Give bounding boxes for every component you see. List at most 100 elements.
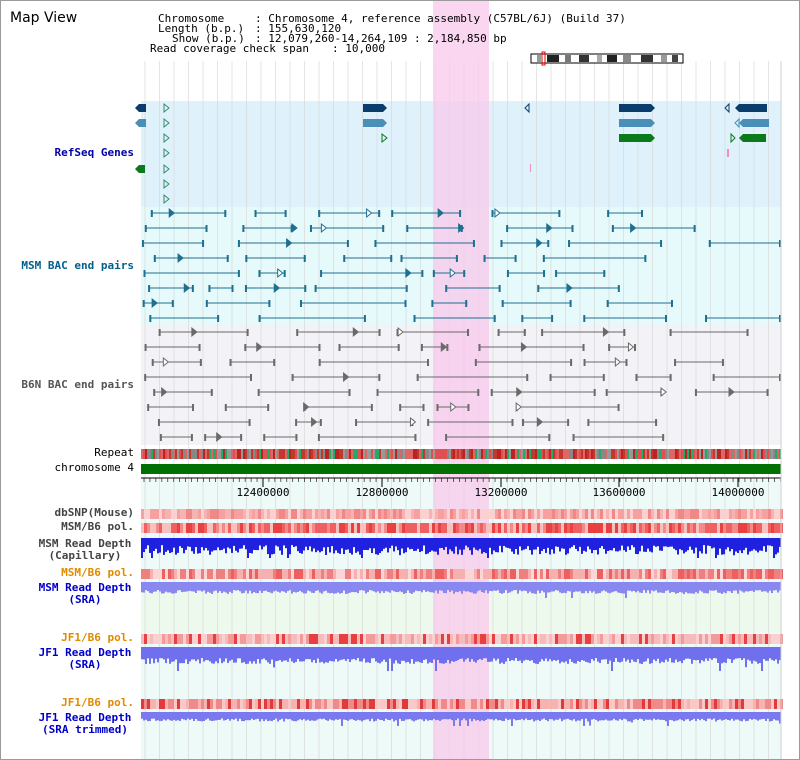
stripe-cell <box>501 634 504 644</box>
stripe-cell <box>378 523 381 533</box>
stripe-cell <box>609 523 612 533</box>
depth-bar <box>173 647 175 662</box>
depth-bar <box>285 712 287 719</box>
bac-end-mark <box>391 210 394 217</box>
track-label-jf1-depth-trimmed[interactable]: JF1 Read Depth (SRA trimmed) <box>31 712 139 736</box>
track-label-line: (Capillary) <box>48 549 122 562</box>
depth-bar <box>169 582 171 593</box>
bac-end-mark <box>583 359 586 366</box>
track-label-chromosome[interactable]: chromosome 4 <box>54 461 134 474</box>
track-label-b6n-bac[interactable]: B6N BAC end pairs <box>21 378 134 391</box>
depth-bar <box>153 538 155 552</box>
bac-end-mark <box>567 419 570 426</box>
repeat-feature <box>217 449 219 459</box>
stripe-cell <box>174 569 177 579</box>
repeat-feature <box>603 449 605 459</box>
depth-bar <box>631 538 633 546</box>
bac-end-mark <box>593 389 596 396</box>
track-label-jf1-pol-2[interactable]: JF1/B6 pol. <box>61 696 134 709</box>
stripe-cell <box>729 523 732 533</box>
stripe-cell <box>144 634 147 644</box>
stripe-cell <box>330 634 333 644</box>
track-label-msm-b6-pol-2[interactable]: MSM/B6 pol. <box>61 566 134 579</box>
depth-bar <box>321 582 323 594</box>
bac-end-arrow <box>546 222 553 234</box>
stripe-cell <box>564 523 567 533</box>
depth-bar <box>541 582 543 591</box>
depth-bar <box>627 712 629 722</box>
stripe-cell <box>561 509 564 519</box>
stripe-cell <box>144 523 147 533</box>
msm-depth-sra-track <box>141 582 781 598</box>
track-label-msm-b6-pol[interactable]: MSM/B6 pol. <box>61 520 134 533</box>
depth-bar <box>557 647 559 660</box>
depth-bar <box>309 647 311 660</box>
depth-bar <box>459 538 461 550</box>
stripe-cell <box>462 699 465 709</box>
depth-bar <box>487 538 489 558</box>
stripe-cell <box>651 699 654 709</box>
stripe-cell <box>255 569 258 579</box>
track-label-msm-depth-sra[interactable]: MSM Read Depth (SRA) <box>31 582 139 606</box>
depth-bar <box>559 712 561 719</box>
depth-bar <box>619 582 621 593</box>
stripe-cell <box>444 523 447 533</box>
track-label-jf1-pol[interactable]: JF1/B6 pol. <box>61 631 134 644</box>
depth-bar <box>585 712 587 719</box>
depth-bar <box>775 647 777 660</box>
bac-end-mark <box>374 240 377 247</box>
depth-bar <box>723 647 725 663</box>
stripe-cell <box>717 699 720 709</box>
stripe-cell <box>678 523 681 533</box>
depth-bar <box>521 647 523 664</box>
track-label-dbsnp[interactable]: dbSNP(Mouse) <box>54 506 134 519</box>
stripe-cell <box>726 699 729 709</box>
stripe-cell <box>402 699 405 709</box>
depth-bar <box>429 582 431 593</box>
depth-bar <box>347 582 349 594</box>
depth-bar <box>157 712 159 721</box>
repeat-feature <box>417 449 419 459</box>
depth-bar <box>273 647 275 668</box>
track-label-repeat[interactable]: Repeat <box>94 446 134 459</box>
depth-bar <box>571 647 573 662</box>
repeat-feature <box>625 449 627 459</box>
bac-end-arrow <box>520 341 528 353</box>
stripe-cell <box>513 634 516 644</box>
stripe-cell <box>669 699 672 709</box>
stripe-cell <box>441 509 444 519</box>
stripe-cell <box>633 699 636 709</box>
track-label-msm-bac[interactable]: MSM BAC end pairs <box>21 259 134 272</box>
stripe-cell <box>495 569 498 579</box>
track-label-refseq[interactable]: RefSeq Genes <box>54 146 134 159</box>
stripe-cell <box>591 523 594 533</box>
track-label-msm-depth-capillary[interactable]: MSM Read Depth (Capillary) <box>31 538 139 562</box>
repeat-feature <box>665 449 667 459</box>
track-label-jf1-depth-sra[interactable]: JF1 Read Depth (SRA) <box>31 647 139 671</box>
depth-bar <box>543 582 545 593</box>
stripe-cell <box>690 699 693 709</box>
depth-bar <box>233 538 235 546</box>
depth-bar <box>163 538 165 555</box>
bac-end-mark <box>376 389 379 396</box>
depth-bar <box>577 538 579 552</box>
chromosome-label: Chromosome <box>158 12 225 25</box>
repeat-feature <box>293 449 295 459</box>
depth-bar <box>623 538 625 551</box>
depth-bar <box>505 647 507 662</box>
depth-bar <box>547 538 549 548</box>
depth-bar <box>255 712 257 720</box>
stripe-cell <box>234 523 237 533</box>
depth-bar <box>409 538 411 550</box>
stripe-cell <box>393 699 396 709</box>
depth-bar <box>485 582 487 591</box>
depth-bar <box>561 712 563 722</box>
repeat-feature <box>733 449 735 459</box>
stripe-cell <box>612 523 615 533</box>
depth-bar <box>743 647 745 659</box>
stripe-cell <box>261 523 264 533</box>
stripe-cell <box>378 634 381 644</box>
gene-arrow <box>651 119 655 127</box>
stripe-cell <box>726 634 729 644</box>
